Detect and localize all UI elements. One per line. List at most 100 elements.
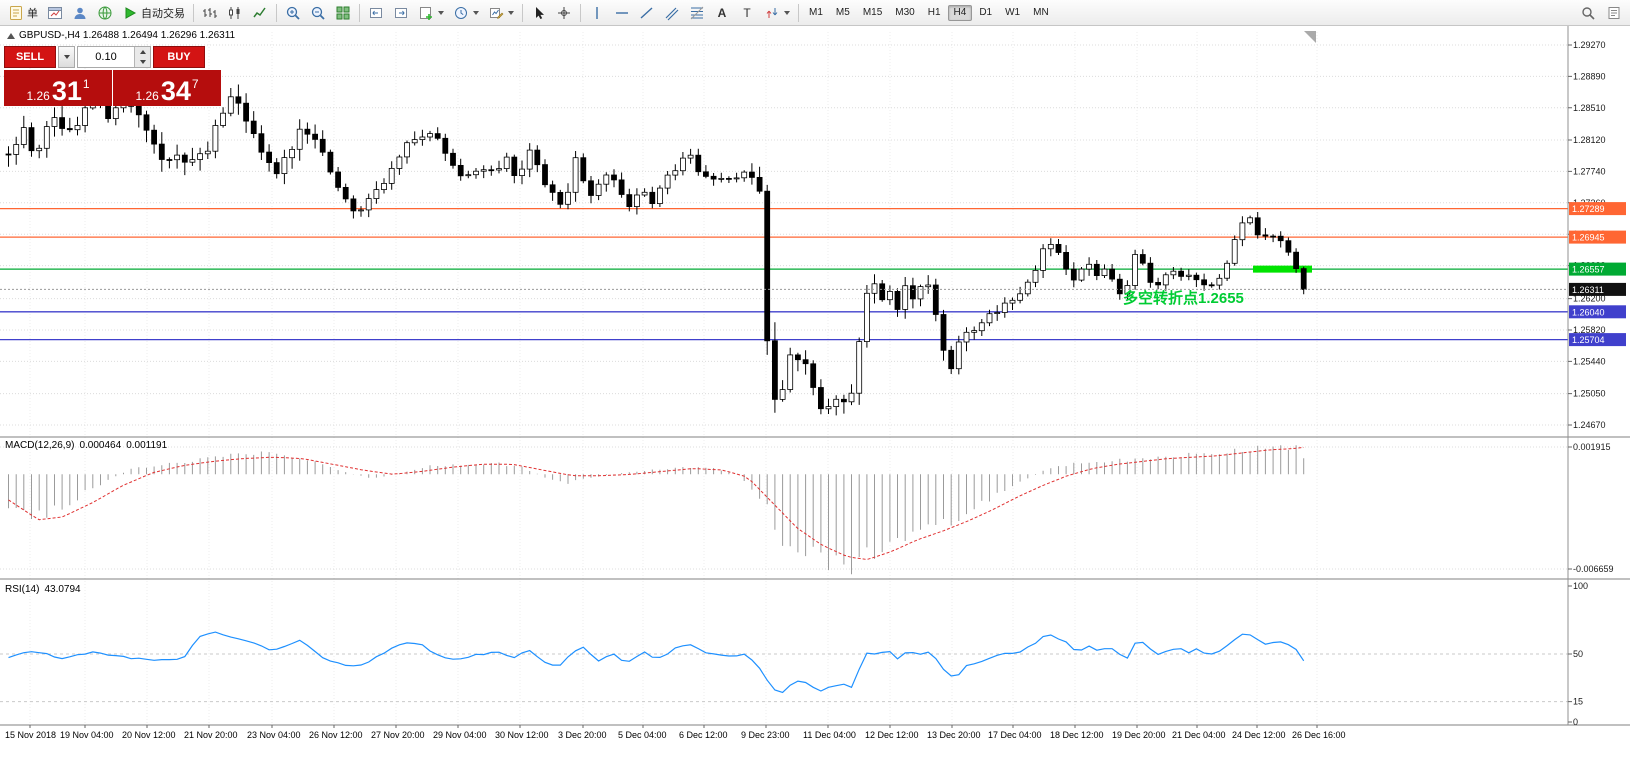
- text-button[interactable]: A: [710, 2, 734, 24]
- textA-icon: A: [718, 6, 727, 20]
- chart-canvas[interactable]: 多空转折点1.2655 1.29270 1.28890 1.28510 1.28120 1…: [0, 26, 1630, 771]
- arrows-button[interactable]: [760, 2, 794, 24]
- svg-text:29 Nov 04:00: 29 Nov 04:00: [433, 730, 487, 740]
- candlestick-chart-button[interactable]: [223, 2, 247, 24]
- timeframe-button-m5[interactable]: M5: [830, 5, 856, 21]
- text-label-button[interactable]: T: [735, 2, 759, 24]
- chevron-down-icon: [508, 10, 514, 15]
- macd-value-2: 0.001191: [126, 440, 168, 451]
- svg-text:23 Nov 04:00: 23 Nov 04:00: [247, 730, 301, 740]
- svg-text:T: T: [743, 6, 751, 20]
- chart-shift-marker[interactable]: [1304, 31, 1316, 43]
- cursor-icon: [536, 6, 544, 19]
- candles: [5, 89, 1307, 410]
- vline-icon: [596, 6, 598, 19]
- new-chart-button[interactable]: [414, 2, 448, 24]
- mql5-button[interactable]: [93, 2, 117, 24]
- svg-text:27 Nov 20:00: 27 Nov 20:00: [371, 730, 425, 740]
- svg-text:1.26200: 1.26200: [1573, 294, 1606, 304]
- ask-sup: 7: [191, 77, 199, 91]
- hline-icon: [616, 11, 628, 14]
- zoom-in-button[interactable]: [281, 2, 305, 24]
- volume-stepper: [134, 47, 150, 67]
- svg-text:1.25704: 1.25704: [1572, 335, 1605, 345]
- trendline-button[interactable]: [635, 2, 659, 24]
- crosshair-button[interactable]: [552, 2, 576, 24]
- trend-icon: [640, 6, 653, 19]
- ask-big: 34: [160, 76, 191, 107]
- time-axis[interactable]: 15 Nov 2018 19 Nov 04:00 20 Nov 12:00 21 No…: [5, 725, 1346, 740]
- search-button[interactable]: [1576, 2, 1600, 24]
- svg-text:11 Dec 04:00: 11 Dec 04:00: [803, 730, 856, 740]
- community-button[interactable]: [68, 2, 92, 24]
- svg-text:1.28120: 1.28120: [1573, 135, 1606, 145]
- rsi-header: RSI(14) 43.0794: [5, 584, 86, 595]
- chart-window-button[interactable]: [43, 2, 67, 24]
- volume-input[interactable]: [78, 47, 134, 67]
- chart-annotation[interactable]: 多空转折点1.2655: [1123, 289, 1244, 307]
- sell-button[interactable]: SELL: [4, 46, 56, 68]
- line-chart-button[interactable]: [248, 2, 272, 24]
- bar-chart-button[interactable]: [198, 2, 222, 24]
- svg-text:1.29270: 1.29270: [1573, 40, 1606, 50]
- down-arrow-icon: [139, 60, 146, 64]
- chart-ohlc-header: GBPUSD-,H4 1.26488 1.26494 1.26296 1.263…: [7, 30, 235, 41]
- svg-text:26 Dec 16:00: 26 Dec 16:00: [1292, 730, 1346, 740]
- bid-price-display: 1.26 31 1: [4, 70, 112, 106]
- svg-text:19 Nov 04:00: 19 Nov 04:00: [60, 730, 114, 740]
- cursor-button[interactable]: [527, 2, 551, 24]
- clock-icon: [455, 6, 467, 19]
- ask-price-display: 1.26 34 7: [113, 70, 221, 106]
- bid-sup: 1: [82, 77, 90, 91]
- buy-button[interactable]: BUY: [153, 46, 205, 68]
- autotrading-button[interactable]: 自动交易: [118, 2, 189, 24]
- one-click-trading-panel: SELL BUY 1.26 31 1 1.26 34 7: [4, 46, 224, 106]
- macd-label: MACD(12,26,9): [5, 440, 75, 451]
- svg-text:1.27289: 1.27289: [1572, 204, 1605, 214]
- svg-text:1.28890: 1.28890: [1573, 71, 1606, 81]
- volume-increase-button[interactable]: [135, 47, 150, 57]
- templates-button[interactable]: [484, 2, 518, 24]
- svg-text:1.26311: 1.26311: [1572, 285, 1604, 295]
- svg-text:26 Nov 12:00: 26 Nov 12:00: [309, 730, 363, 740]
- tile-windows-button[interactable]: [331, 2, 355, 24]
- timeframe-button-h1[interactable]: H1: [922, 5, 947, 21]
- horizontal-line-button[interactable]: [610, 2, 634, 24]
- timeframe-button-m1[interactable]: M1: [803, 5, 829, 21]
- zoom-out-button[interactable]: [306, 2, 330, 24]
- svg-text:1.27740: 1.27740: [1573, 166, 1606, 176]
- timeframe-button-h4[interactable]: H4: [947, 4, 973, 21]
- timeframe-button-mn[interactable]: MN: [1027, 5, 1055, 21]
- next-chart-button[interactable]: [389, 2, 413, 24]
- ask-small: 1.26: [135, 88, 159, 103]
- zoomin-icon: [286, 6, 300, 20]
- window-list-button[interactable]: [1602, 2, 1626, 24]
- macd-value-1: 0.000464: [79, 440, 122, 451]
- timeframe-button-d1[interactable]: D1: [973, 5, 998, 21]
- svg-text:18 Dec 12:00: 18 Dec 12:00: [1050, 730, 1104, 740]
- winnext-icon: [395, 7, 407, 18]
- timeframe-button-m15[interactable]: M15: [857, 5, 888, 21]
- up-triangle-icon: [7, 32, 15, 39]
- channel-button[interactable]: [660, 2, 684, 24]
- profiles-button[interactable]: [449, 2, 483, 24]
- search-icon: [1582, 6, 1595, 20]
- new-order-button[interactable]: 单: [4, 2, 42, 24]
- bid-small: 1.26: [26, 88, 50, 103]
- chart-area[interactable]: 多空转折点1.2655 1.29270 1.28890 1.28510 1.28120 1…: [0, 26, 1630, 771]
- timeframe-button-w1[interactable]: W1: [999, 5, 1026, 21]
- symbol-ohlc-text: GBPUSD-,H4 1.26488 1.26494 1.26296 1.263…: [19, 30, 236, 41]
- chevron-down-icon: [438, 10, 444, 15]
- macd-panel: [0, 445, 1568, 575]
- toolbar-separator: [798, 3, 799, 22]
- volume-decrease-button[interactable]: [135, 57, 150, 67]
- fibonacci-button[interactable]: [685, 2, 709, 24]
- vertical-line-button[interactable]: [585, 2, 609, 24]
- timeframe-button-m30[interactable]: M30: [889, 5, 920, 21]
- textT-icon: T: [743, 6, 751, 20]
- prev-chart-button[interactable]: [364, 2, 388, 24]
- template-icon: [490, 7, 504, 19]
- volume-dropdown-button[interactable]: [58, 46, 75, 68]
- chevron-down-icon: [784, 10, 790, 15]
- svg-text:0.001915: 0.001915: [1573, 442, 1611, 452]
